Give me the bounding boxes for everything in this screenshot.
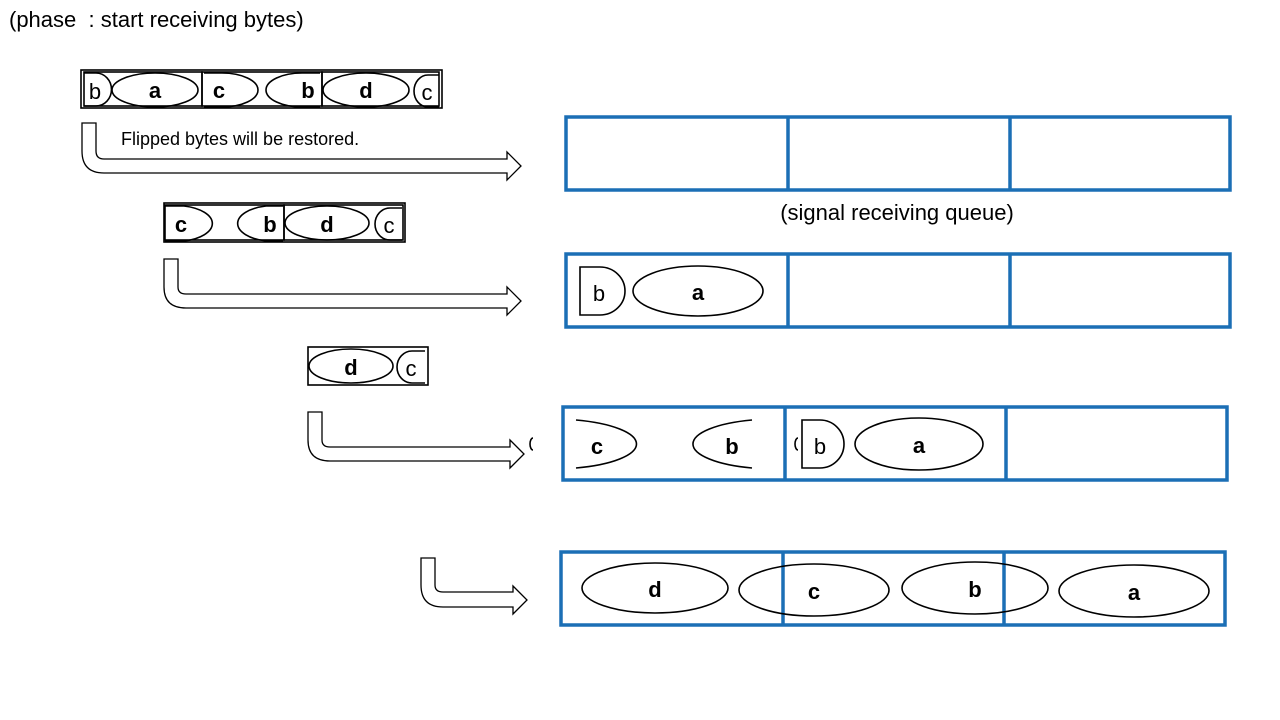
packet-box (283, 204, 404, 241)
receiving-queue-3: c b b a (529, 405, 1229, 482)
byte-label: b (814, 434, 826, 459)
incoming-stream-1: b a c b d c (80, 69, 443, 109)
byte-shape (165, 205, 214, 242)
queue-frame (561, 405, 1229, 482)
byte-label: b (593, 281, 605, 306)
incoming-stream-3: d c (307, 346, 429, 386)
bent-arrow-2 (163, 258, 522, 317)
byte-label: b (263, 212, 276, 237)
byte-label: b (725, 434, 738, 459)
byte-label: b (968, 577, 981, 602)
receiving-queue-4: d c b a (559, 550, 1227, 627)
byte-label: b (301, 78, 314, 103)
byte-label: c (213, 78, 225, 103)
byte-label: c (591, 434, 603, 459)
stream-frame (307, 346, 429, 386)
stream-frame (80, 69, 443, 109)
byte-shape (322, 72, 410, 108)
queue-frame (564, 252, 1232, 329)
queue-frame (564, 115, 1232, 192)
byte-shape (1058, 564, 1210, 618)
receiving-queue-2: b a (564, 252, 1232, 329)
byte-label: a (1128, 580, 1141, 605)
byte-shape (374, 207, 402, 241)
byte-label: c (808, 579, 820, 604)
byte-shape (575, 419, 638, 469)
phase-title: (phase : start receiving bytes) (9, 7, 304, 32)
byte-label: c (406, 356, 417, 381)
bent-arrow-4 (420, 557, 528, 616)
byte-label: a (149, 78, 162, 103)
byte-shape (854, 417, 984, 471)
byte-shape (794, 437, 799, 451)
byte-shape (581, 562, 729, 614)
byte-shape (901, 561, 1049, 615)
byte-shape (801, 419, 845, 469)
byte-shape (308, 348, 394, 384)
byte-label: c (384, 213, 395, 238)
byte-shape (529, 437, 534, 451)
stream-frame (163, 202, 406, 243)
bent-arrow-3 (307, 411, 525, 470)
byte-shape (111, 72, 199, 108)
byte-shape (413, 74, 439, 108)
byte-label: c (422, 80, 433, 105)
incoming-stream-2: c b d c (163, 202, 406, 243)
queue-caption: (signal receiving queue) (780, 200, 1014, 225)
byte-label: d (359, 78, 372, 103)
byte-label: a (692, 280, 705, 305)
byte-shape (204, 72, 259, 108)
byte-shape (738, 563, 890, 617)
byte-shape (396, 350, 425, 384)
receiving-queue-1 (564, 115, 1232, 192)
restore-note: Flipped bytes will be restored. (121, 129, 359, 149)
byte-label: a (913, 433, 926, 458)
byte-label: c (175, 212, 187, 237)
byte-label: b (89, 79, 101, 104)
byte-label: d (320, 212, 333, 237)
bent-arrow-1 (81, 122, 522, 182)
byte-label: d (648, 577, 661, 602)
byte-shape (579, 266, 626, 316)
byte-label: d (344, 355, 357, 380)
byte-shape (265, 72, 320, 108)
byte-shape (236, 205, 283, 242)
byte-shape (284, 205, 370, 241)
byte-shape (632, 265, 764, 317)
byte-shape (692, 419, 753, 469)
